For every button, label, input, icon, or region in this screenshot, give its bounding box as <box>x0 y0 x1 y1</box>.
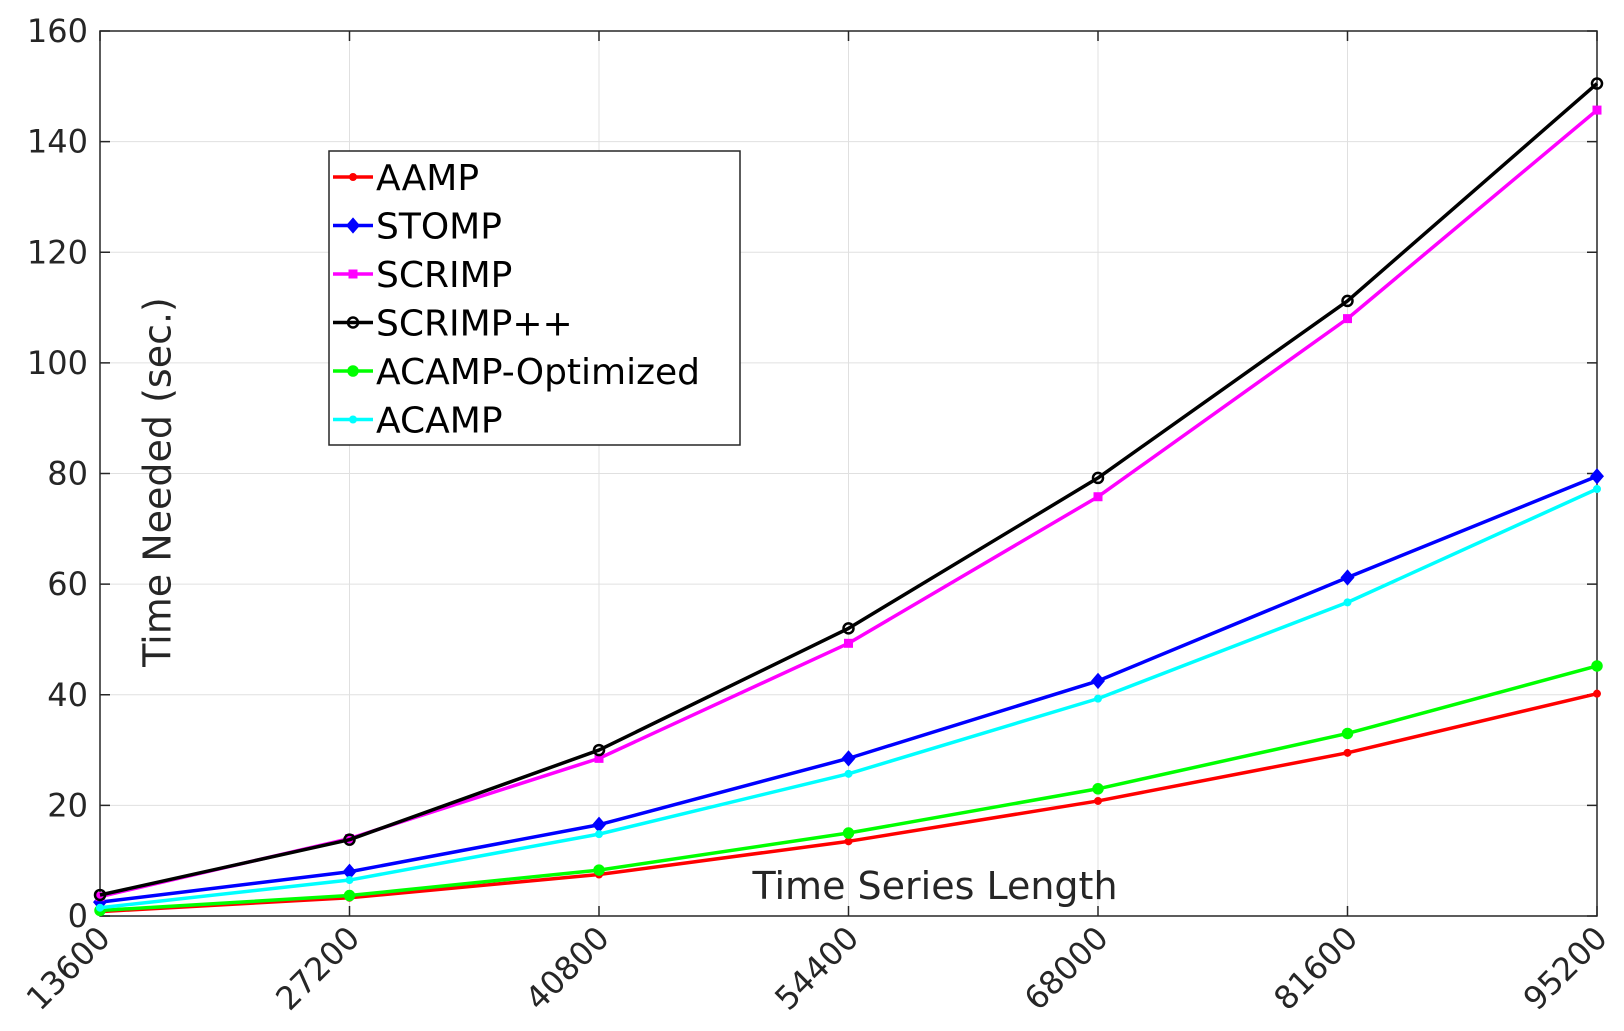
legend-entry-3: SCRIMP++ <box>333 304 573 345</box>
data-point <box>1094 796 1102 805</box>
data-point <box>1091 672 1105 690</box>
data-point <box>96 903 104 912</box>
data-point <box>1340 569 1355 586</box>
x-tick-label: 95200 <box>1516 919 1615 1018</box>
data-point <box>842 827 855 839</box>
data-point <box>592 816 606 833</box>
x-tick-label: 27200 <box>268 919 367 1018</box>
legend-swatch-marker <box>347 365 359 377</box>
data-point <box>343 833 356 846</box>
y-axis-label: Time Needed (sec.) <box>136 297 180 668</box>
series-group <box>93 77 1604 917</box>
data-point <box>1341 727 1354 740</box>
data-point <box>1091 471 1105 485</box>
x-tick-label: 81600 <box>1266 919 1365 1018</box>
data-point <box>1343 748 1352 757</box>
data-point <box>593 864 605 876</box>
legend-box <box>328 150 741 446</box>
y-tick-label: 40 <box>47 676 88 714</box>
legend-swatch-marker <box>346 217 360 234</box>
legend-entry-5: ACAMP <box>333 401 503 442</box>
series-4 <box>94 660 1603 917</box>
y-tick-label: 140 <box>27 123 88 161</box>
data-point <box>1591 660 1603 672</box>
data-point <box>1093 492 1103 502</box>
data-point <box>1593 484 1601 493</box>
data-point <box>842 622 855 635</box>
data-point <box>841 750 856 767</box>
x-tick-label: 40800 <box>518 919 617 1018</box>
data-point <box>595 830 603 839</box>
legend: AAMP STOMP SCRIMP SCRIMP++ ACAMP-Optimized AC… <box>328 150 741 446</box>
y-tick-label: 0 <box>68 897 88 935</box>
y-tick-label: 160 <box>27 12 88 50</box>
data-point <box>1343 598 1352 607</box>
legend-swatch-marker <box>349 173 357 181</box>
data-point <box>592 743 606 757</box>
legend-swatch-marker <box>349 415 357 424</box>
data-point <box>345 876 354 885</box>
legend-label: ACAMP <box>376 401 503 442</box>
legend-label: SCRIMP <box>376 255 512 296</box>
legend-entry-2: SCRIMP <box>333 255 512 296</box>
legend-label: ACAMP-Optimized <box>376 352 700 393</box>
y-tick-label: 80 <box>47 455 88 493</box>
legend-label: STOMP <box>376 207 502 248</box>
data-point <box>1590 468 1604 485</box>
series-5 <box>96 484 1601 912</box>
x-tick-label: 54400 <box>767 919 866 1018</box>
y-tick-label: 120 <box>27 233 88 271</box>
legend-entry-4: ACAMP-Optimized <box>333 352 700 393</box>
data-point <box>1592 105 1602 115</box>
legend-label: AAMP <box>376 158 479 199</box>
data-point <box>93 888 107 902</box>
legend-swatch-marker <box>348 269 358 279</box>
legend-entry-0: AAMP <box>333 158 479 199</box>
data-point <box>844 769 853 778</box>
x-tick-label: 68000 <box>1017 919 1116 1018</box>
data-point <box>1092 783 1104 795</box>
data-point <box>1094 694 1102 703</box>
y-tick-label: 20 <box>47 786 88 824</box>
data-point <box>1341 294 1354 308</box>
data-point <box>1590 77 1604 90</box>
data-point <box>1343 314 1352 324</box>
legend-label: SCRIMP++ <box>376 304 573 345</box>
data-point <box>343 889 356 902</box>
data-point <box>844 638 853 648</box>
x-axis-label: Time Series Length <box>751 864 1117 908</box>
y-tick-label: 60 <box>47 565 88 603</box>
y-tick-label: 100 <box>27 344 88 382</box>
data-point <box>1593 689 1601 698</box>
data-point <box>844 837 853 846</box>
legend-entry-1: STOMP <box>333 207 502 248</box>
legend-swatch-marker <box>346 316 360 329</box>
series-3 <box>93 77 1604 902</box>
series-line <box>99 82 1599 897</box>
grid <box>99 30 1598 917</box>
